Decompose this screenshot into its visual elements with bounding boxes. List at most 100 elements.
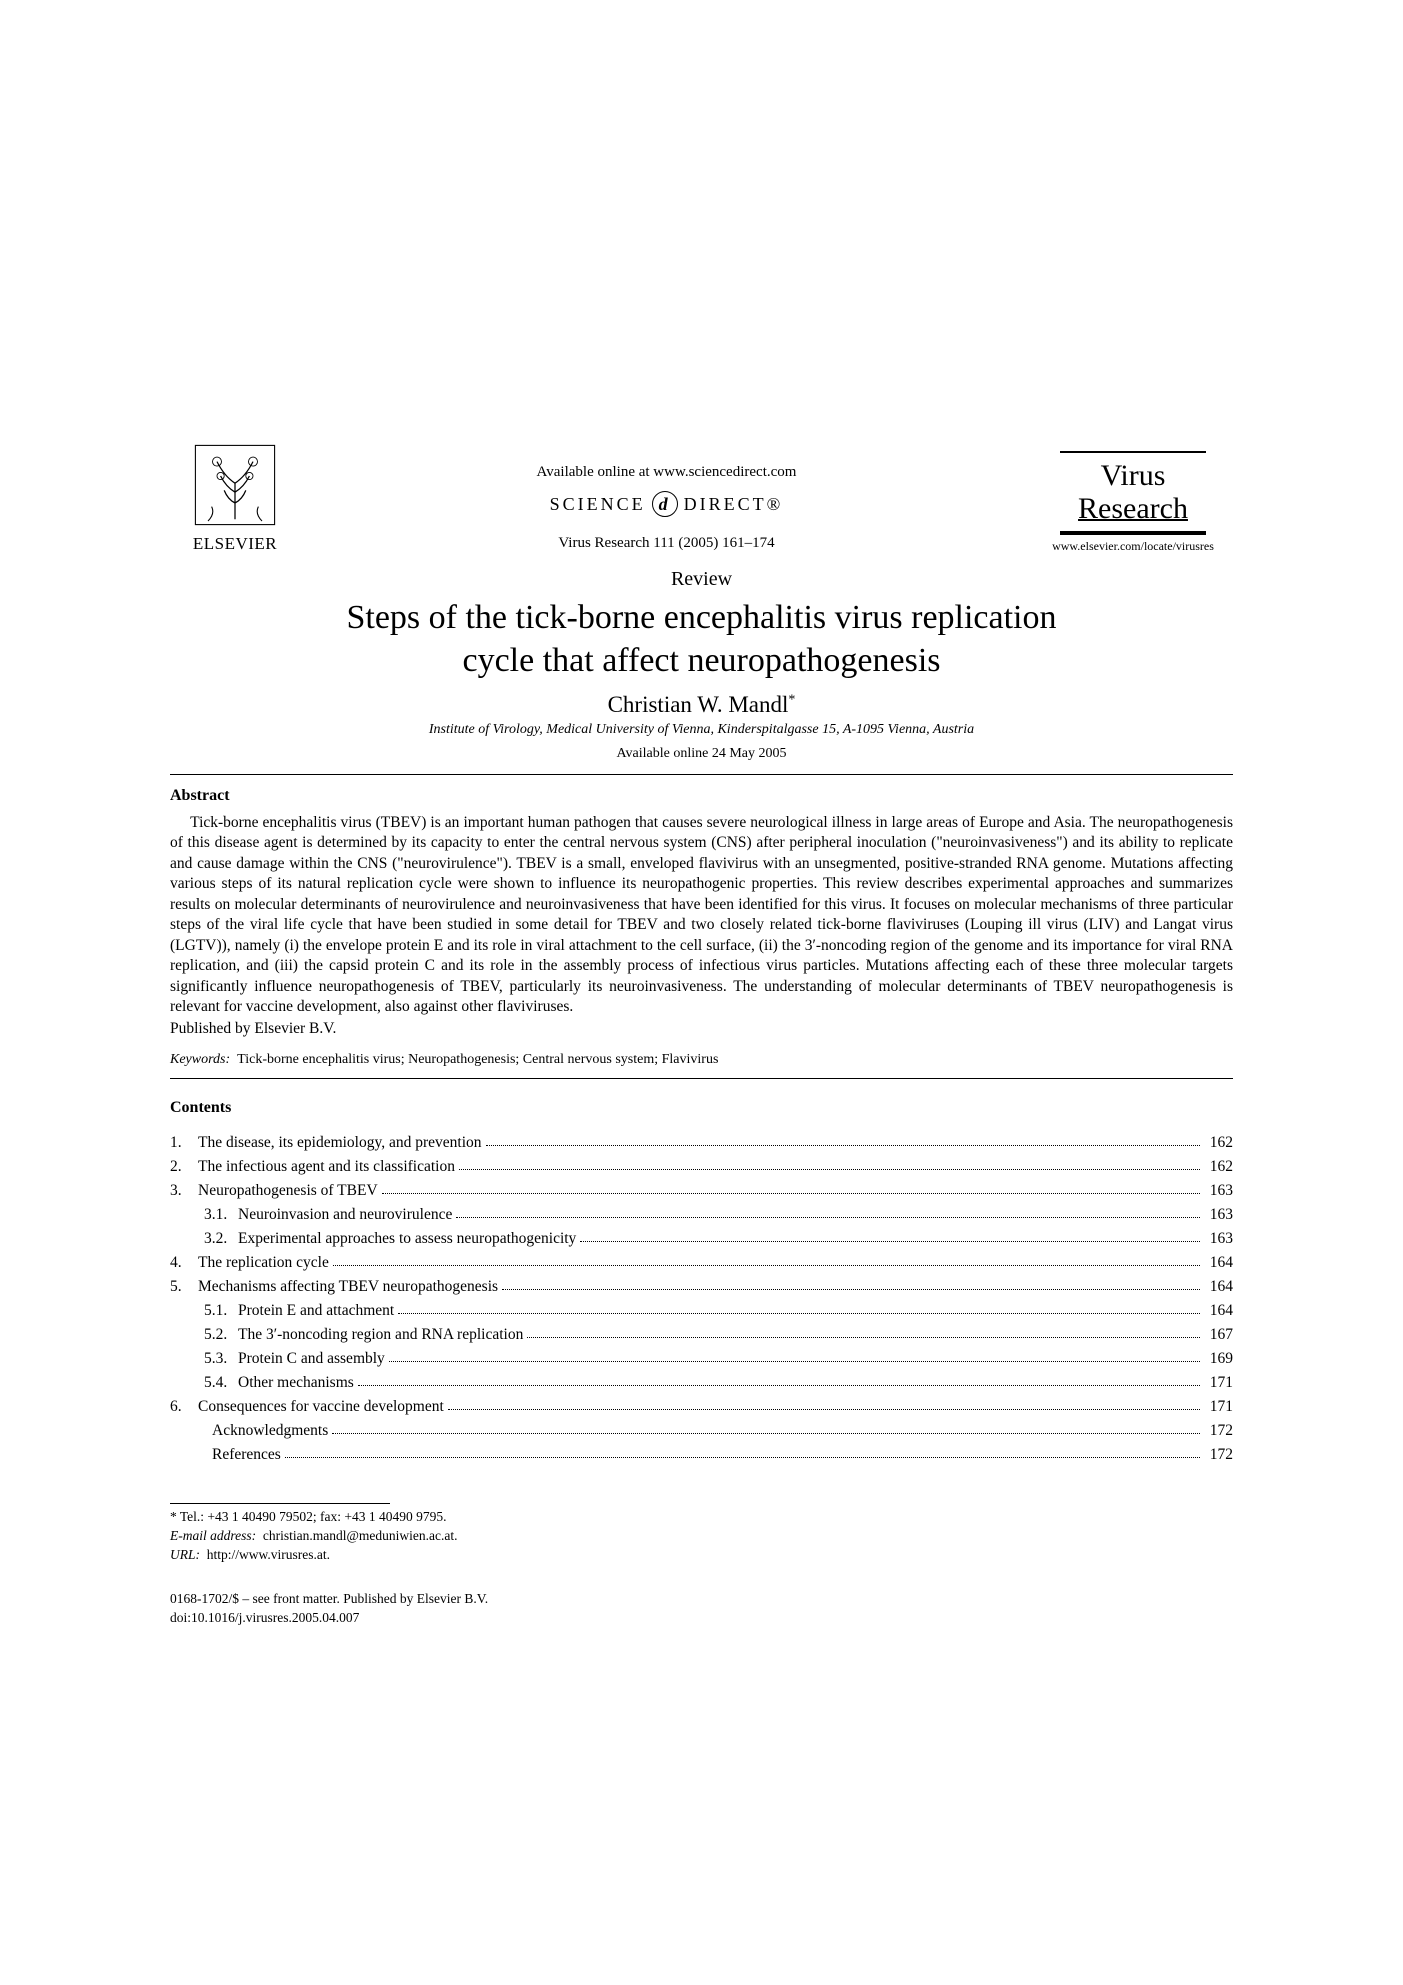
email-label: E-mail address: [170,1528,256,1543]
toc-title: Protein C and assembly [238,1347,385,1371]
toc-row: 3.Neuropathogenesis of TBEV 163 [170,1179,1233,1203]
toc-page: 164 [1204,1275,1233,1299]
toc-row: References 172 [170,1443,1233,1467]
rule-top [170,774,1233,775]
footnote-url: URL: http://www.virusres.at. [170,1546,1233,1565]
toc-title: Experimental approaches to assess neurop… [238,1227,576,1251]
toc-page: 163 [1204,1179,1233,1203]
publisher-name: ELSEVIER [193,534,277,554]
toc-row: 2.The infectious agent and its classific… [170,1155,1233,1179]
toc-page: 163 [1204,1203,1233,1227]
toc-title: The infectious agent and its classificat… [198,1155,455,1179]
toc-title: Neuroinvasion and neurovirulence [238,1203,452,1227]
toc-page: 172 [1204,1443,1233,1467]
toc-leader-dots [389,1361,1200,1362]
toc-page: 162 [1204,1131,1233,1155]
toc-page: 162 [1204,1155,1233,1179]
toc-title: The disease, its epidemiology, and preve… [198,1131,482,1155]
toc-row: 1.The disease, its epidemiology, and pre… [170,1131,1233,1155]
available-online-text: Available online at www.sciencedirect.co… [537,464,797,481]
toc-title: Other mechanisms [238,1371,354,1395]
footnote-corr: * Tel.: +43 1 40490 79502; fax: +43 1 40… [170,1508,1233,1527]
toc-number: 1. [170,1131,198,1155]
elsevier-tree-logo [190,440,280,530]
toc-page: 171 [1204,1395,1233,1419]
toc-title: Consequences for vaccine development [198,1395,444,1419]
toc-title: The 3′-noncoding region and RNA replicat… [238,1323,523,1347]
toc-number: 5.2. [170,1323,238,1347]
author-text: Christian W. Mandl [608,692,789,717]
doi-text: doi:10.1016/j.virusres.2005.04.007 [170,1609,1233,1627]
email-text: christian.mandl@meduniwien.ac.at. [263,1528,458,1543]
rule-after-keywords [170,1078,1233,1079]
sciencedirect-d-icon: d [652,491,678,517]
article-title: Steps of the tick-borne encephalitis vir… [170,597,1233,682]
toc-number: 5. [170,1275,198,1299]
abstract-heading: Abstract [170,787,1233,805]
toc-leader-dots [456,1217,1199,1218]
toc-leader-dots [580,1241,1199,1242]
toc-leader-dots [502,1289,1200,1290]
published-by: Published by Elsevier B.V. [170,1020,1233,1038]
toc-title: Neuropathogenesis of TBEV [198,1179,378,1203]
toc-row: 5.4.Other mechanisms 171 [170,1371,1233,1395]
journal-citation: Virus Research 111 (2005) 161–174 [558,535,774,552]
front-matter: 0168-1702/$ – see front matter. Publishe… [170,1590,1233,1608]
toc-number: 6. [170,1395,198,1419]
toc-title: The replication cycle [198,1251,329,1275]
toc-number: 4. [170,1251,198,1275]
toc-row: 3.1.Neuroinvasion and neurovirulence 163 [170,1203,1233,1227]
toc-page: 163 [1204,1227,1233,1251]
toc-leader-dots [382,1193,1200,1194]
toc-row: 5.2.The 3′-noncoding region and RNA repl… [170,1323,1233,1347]
toc-number: 5.4. [170,1371,238,1395]
journal-title-box: Virus Research [1060,451,1206,535]
toc-number: 5.1. [170,1299,238,1323]
abstract-body: Tick-borne encephalitis virus (TBEV) is … [170,813,1233,1018]
footnote-rule [170,1503,390,1504]
toc-leader-dots [333,1265,1200,1266]
affiliation: Institute of Virology, Medical Universit… [170,722,1233,738]
toc-number: 3. [170,1179,198,1203]
toc-page: 164 [1204,1299,1233,1323]
footnotes: * Tel.: +43 1 40490 79502; fax: +43 1 40… [170,1508,1233,1565]
toc-row: 3.2.Experimental approaches to assess ne… [170,1227,1233,1251]
toc-title: Protein E and attachment [238,1299,394,1323]
toc-row: 5.Mechanisms affecting TBEV neuropathoge… [170,1275,1233,1299]
toc-leader-dots [486,1145,1200,1146]
paper-page: ELSEVIER Available online at www.science… [0,0,1403,1985]
toc-title: References [212,1443,281,1467]
keywords-value: Tick-borne encephalitis virus; Neuropath… [237,1052,718,1067]
toc-title: Mechanisms affecting TBEV neuropathogene… [198,1275,498,1299]
title-line1: Steps of the tick-borne encephalitis vir… [346,599,1056,636]
url-label: URL: [170,1547,200,1562]
journal-title-line1: Virus [1078,459,1188,492]
keywords-line: Keywords: Tick-borne encephalitis virus;… [170,1052,1233,1068]
toc-page: 172 [1204,1419,1233,1443]
toc-page: 167 [1204,1323,1233,1347]
toc-title: Acknowledgments [212,1419,328,1443]
abstract-text: Tick-borne encephalitis virus (TBEV) is … [170,813,1233,1018]
toc-number: 3.1. [170,1203,238,1227]
available-online-date: Available online 24 May 2005 [170,746,1233,762]
toc-leader-dots [527,1337,1199,1338]
toc-number: 2. [170,1155,198,1179]
toc-row: 5.1.Protein E and attachment 164 [170,1299,1233,1323]
keywords-label: Keywords: [170,1052,230,1067]
url-text: http://www.virusres.at. [207,1547,330,1562]
toc-row: 6.Consequences for vaccine development 17… [170,1395,1233,1419]
toc-leader-dots [332,1433,1200,1434]
toc-row: Acknowledgments 172 [170,1419,1233,1443]
footnote-email: E-mail address: christian.mandl@meduniwi… [170,1527,1233,1546]
toc-page: 171 [1204,1371,1233,1395]
publisher-block: ELSEVIER [170,440,300,554]
sciencedirect-logo: SCIENCE d DIRECT® [550,491,784,517]
title-line2: cycle that affect neuropathogenesis [463,642,941,679]
author-name: Christian W. Mandl* [170,692,1233,718]
toc-leader-dots [358,1385,1200,1386]
toc-page: 164 [1204,1251,1233,1275]
toc-row: 4.The replication cycle 164 [170,1251,1233,1275]
sciencedirect-word-right: DIRECT® [684,494,784,515]
toc-leader-dots [448,1409,1200,1410]
sciencedirect-word-left: SCIENCE [550,494,646,515]
